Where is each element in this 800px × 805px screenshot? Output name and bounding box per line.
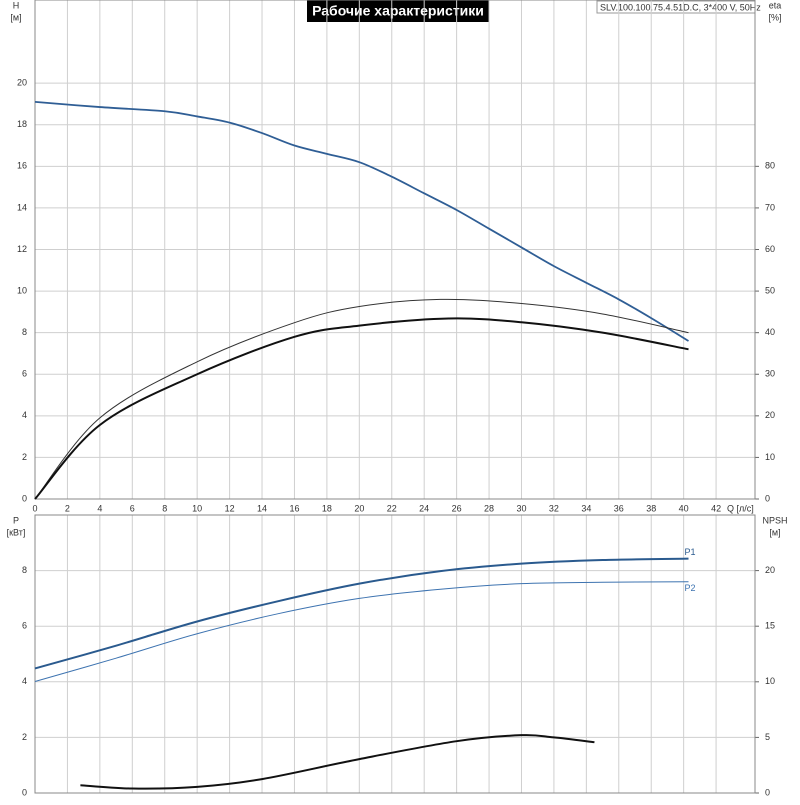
plot-frame [34, 0, 756, 500]
x-tick-label: 22 [387, 503, 397, 513]
x-tick-label: 36 [614, 503, 624, 513]
y-tick-label: 2 [22, 452, 27, 462]
y-tick-label: 8 [22, 327, 27, 337]
series-line [34, 557, 689, 670]
y-tick-label: 6 [22, 369, 27, 379]
y2-tick-label: 60 [765, 244, 775, 254]
x-tick-label: 12 [225, 503, 235, 513]
y-tick-label: 14 [17, 202, 27, 212]
y-axis-label: P [13, 515, 19, 525]
y-tick-label: 6 [22, 621, 27, 631]
y-tick-label: 20 [17, 78, 27, 88]
y2-tick-label: 40 [765, 327, 775, 337]
y-tick-label: 2 [22, 732, 27, 742]
x-axis-label: Q [л/с] [727, 503, 754, 513]
series-label: P1 [685, 547, 696, 557]
x-tick-label: 28 [484, 503, 494, 513]
series-line [34, 581, 689, 683]
y2-tick-label: 0 [765, 493, 770, 503]
x-tick-label: 38 [646, 503, 656, 513]
series-line [34, 317, 689, 500]
y-tick-label: 8 [22, 565, 27, 575]
y-axis-unit: [кВт] [7, 527, 26, 537]
x-tick-label: 34 [581, 503, 591, 513]
y-tick-label: 18 [17, 119, 27, 129]
y2-axis-unit: [%] [768, 12, 781, 22]
x-tick-label: 16 [289, 503, 299, 513]
series-line [34, 100, 689, 342]
y2-tick-label: 5 [765, 732, 770, 742]
x-tick-label: 40 [679, 503, 689, 513]
y-tick-label: 12 [17, 244, 27, 254]
y2-tick-label: 0 [765, 787, 770, 797]
y-tick-label: 0 [22, 493, 27, 503]
y2-tick-label: 20 [765, 410, 775, 420]
y-axis-label: H [13, 0, 20, 10]
series-label: P2 [685, 583, 696, 593]
series-line [80, 734, 595, 790]
y2-tick-label: 50 [765, 285, 775, 295]
x-tick-label: 32 [549, 503, 559, 513]
x-tick-label: 42 [711, 503, 721, 513]
y-tick-label: 4 [22, 410, 27, 420]
y2-axis-label: NPSH [762, 515, 787, 525]
y2-tick-label: 70 [765, 202, 775, 212]
x-tick-label: 14 [257, 503, 267, 513]
y2-tick-label: 30 [765, 369, 775, 379]
x-tick-label: 4 [97, 503, 102, 513]
y2-tick-label: 10 [765, 452, 775, 462]
plot-frame [34, 514, 756, 794]
y-axis-unit: [м] [10, 12, 21, 22]
y2-tick-label: 20 [765, 565, 775, 575]
x-tick-label: 0 [32, 503, 37, 513]
y-tick-label: 16 [17, 161, 27, 171]
chart-subtitle: SLV.100.100.75.4.51D.C, 3*400 V, 50Hz [600, 2, 761, 12]
y2-tick-label: 80 [765, 161, 775, 171]
x-tick-label: 6 [130, 503, 135, 513]
x-tick-label: 26 [452, 503, 462, 513]
chart-title: Рабочие характеристики [312, 3, 484, 19]
x-tick-label: 20 [354, 503, 364, 513]
x-tick-label: 24 [419, 503, 429, 513]
y2-tick-label: 15 [765, 621, 775, 631]
x-tick-label: 2 [65, 503, 70, 513]
x-tick-label: 8 [162, 503, 167, 513]
y-tick-label: 10 [17, 285, 27, 295]
y2-axis-unit: [м] [769, 527, 780, 537]
y2-axis-label: eta [769, 0, 782, 10]
x-tick-label: 10 [192, 503, 202, 513]
y-tick-label: 4 [22, 676, 27, 686]
series-line [34, 298, 689, 500]
x-tick-label: 30 [516, 503, 526, 513]
x-tick-label: 18 [322, 503, 332, 513]
y-tick-label: 0 [22, 787, 27, 797]
title-box [307, 0, 489, 22]
y2-tick-label: 10 [765, 676, 775, 686]
